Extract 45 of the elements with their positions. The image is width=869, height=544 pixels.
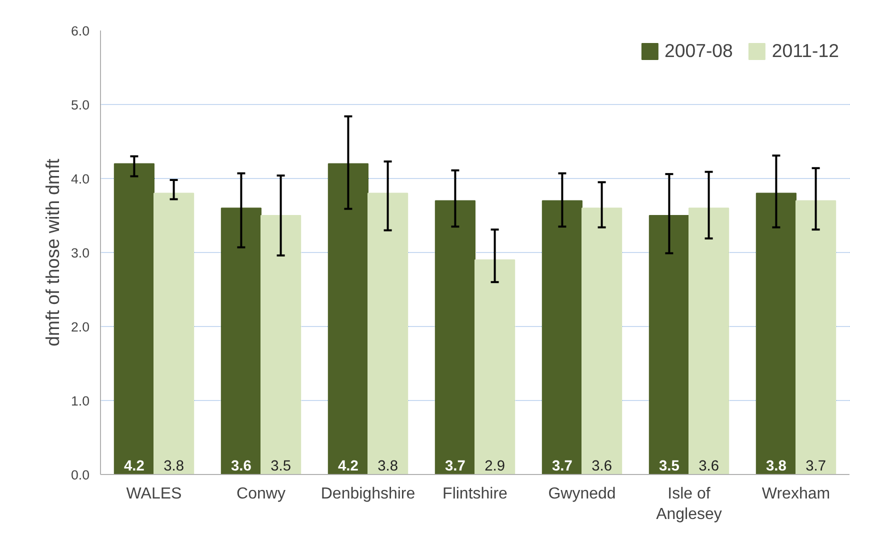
bar bbox=[688, 208, 730, 474]
y-tick-label: 0.0 bbox=[70, 468, 90, 482]
data-label: 3.8 bbox=[164, 458, 184, 474]
bar bbox=[154, 192, 194, 474]
bar bbox=[796, 200, 836, 474]
data-label: 3.5 bbox=[270, 458, 291, 474]
y-tick-label: 2.0 bbox=[70, 320, 90, 334]
y-tick-label: 1.0 bbox=[70, 394, 90, 408]
data-label: 2.9 bbox=[484, 458, 505, 474]
bar bbox=[648, 215, 690, 474]
bar bbox=[260, 215, 302, 474]
y-tick-label: 3.0 bbox=[70, 246, 90, 260]
y-tick-label: 6.0 bbox=[70, 24, 90, 38]
bar bbox=[368, 192, 408, 474]
data-label: 3.7 bbox=[806, 458, 826, 474]
y-tick-label: 5.0 bbox=[70, 98, 90, 112]
x-tick-label: WALES bbox=[126, 486, 182, 502]
data-label: 4.2 bbox=[338, 458, 358, 474]
bar bbox=[328, 163, 368, 474]
x-tick-label: Conwy bbox=[236, 486, 286, 502]
y-tick-label: 4.0 bbox=[70, 172, 90, 186]
data-label: 3.6 bbox=[698, 458, 719, 474]
legend-label: 2007-08 bbox=[664, 40, 733, 62]
bar bbox=[220, 208, 262, 474]
legend-label: 2011-12 bbox=[772, 40, 839, 62]
bar bbox=[542, 200, 582, 474]
data-label: 3.6 bbox=[592, 458, 612, 474]
bar bbox=[434, 200, 476, 474]
bar bbox=[114, 163, 154, 474]
data-label: 4.2 bbox=[124, 458, 144, 474]
data-label: 3.7 bbox=[445, 458, 466, 474]
bar bbox=[474, 259, 516, 474]
x-tick-label: Flintshire bbox=[442, 486, 508, 502]
data-label: 3.8 bbox=[766, 458, 786, 474]
bar bbox=[582, 208, 622, 474]
x-tick-label: Denbighshire bbox=[320, 486, 416, 502]
x-tick-label: Wrexham bbox=[762, 486, 830, 502]
data-label: 3.5 bbox=[659, 458, 680, 474]
data-label: 3.8 bbox=[378, 458, 398, 474]
x-tick-label: Gwynedd bbox=[548, 486, 616, 502]
bar bbox=[756, 192, 796, 474]
data-label: 3.6 bbox=[231, 458, 252, 474]
y-axis-title: dmft of those with dmft bbox=[42, 158, 63, 346]
data-label: 3.7 bbox=[552, 458, 572, 474]
x-tick-label: Isle of Anglesey bbox=[656, 486, 722, 523]
